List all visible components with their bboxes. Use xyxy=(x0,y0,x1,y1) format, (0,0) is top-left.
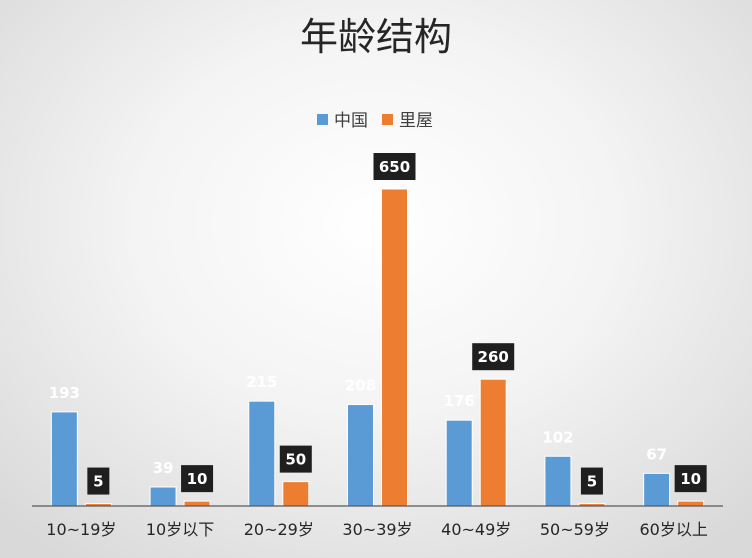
data-label-liwu-2: 50 xyxy=(285,451,306,469)
data-label-china-5: 102 xyxy=(542,428,573,446)
bar-liwu-2 xyxy=(282,481,310,507)
data-label-liwu-3: 650 xyxy=(379,158,410,176)
bar-china-5 xyxy=(544,455,572,507)
bar-china-6 xyxy=(643,472,671,507)
legend-swatch-liwu xyxy=(382,114,393,125)
category-label-1: 10岁以下 xyxy=(146,520,214,539)
data-label-liwu-6: 10 xyxy=(680,470,701,488)
data-label-china-6: 67 xyxy=(646,445,667,463)
legend: 中国 里屋 xyxy=(317,111,433,131)
bar-liwu-6 xyxy=(677,500,705,507)
category-label-4: 40~49岁 xyxy=(441,520,511,539)
data-label-liwu-1: 10 xyxy=(187,470,208,488)
category-label-5: 50~59岁 xyxy=(540,520,610,539)
data-label-liwu-4: 260 xyxy=(478,348,509,366)
legend-label-china: 中国 xyxy=(334,111,368,131)
category-labels-group: 10~19岁 10岁以下 20~29岁 30~39岁 40~49岁 50~59岁 60岁以上 xyxy=(46,520,708,539)
bar-china-4 xyxy=(445,419,473,507)
bar-china-0 xyxy=(50,411,78,507)
bar-china-1 xyxy=(149,486,177,507)
data-label-box-liwu-4 xyxy=(472,343,515,371)
data-label-box-liwu-2 xyxy=(279,445,312,473)
data-label-china-0: 193 xyxy=(49,384,80,402)
data-label-china-3: 208 xyxy=(345,377,376,395)
data-label-china-2: 215 xyxy=(246,373,277,391)
bar-liwu-4 xyxy=(479,378,507,507)
bars-group xyxy=(50,188,705,507)
bar-liwu-3 xyxy=(381,188,408,507)
legend-swatch-china xyxy=(317,114,328,125)
category-label-6: 60岁以上 xyxy=(639,520,707,539)
chart-title: 年龄结构 xyxy=(300,15,452,59)
category-label-2: 20~29岁 xyxy=(244,520,314,539)
bar-china-2 xyxy=(248,400,276,507)
data-label-box-liwu-3 xyxy=(373,153,416,180)
data-labels-group: 193 5 39 10 215 50 208 650 176 260 102 5 67 10 xyxy=(49,153,707,495)
data-label-box-liwu-6 xyxy=(674,465,707,493)
data-label-box-liwu-5 xyxy=(580,467,603,495)
data-label-box-liwu-1 xyxy=(181,465,214,493)
legend-label-liwu: 里屋 xyxy=(399,111,433,131)
category-label-3: 30~39岁 xyxy=(342,520,412,539)
data-label-box-liwu-0 xyxy=(87,467,110,495)
bar-liwu-1 xyxy=(183,500,211,507)
data-label-china-1: 39 xyxy=(153,459,174,477)
category-label-0: 10~19岁 xyxy=(46,520,116,539)
data-label-liwu-0: 5 xyxy=(93,473,103,491)
bar-china-3 xyxy=(347,404,374,507)
data-label-china-4: 176 xyxy=(444,392,475,410)
data-label-liwu-5: 5 xyxy=(587,473,597,491)
